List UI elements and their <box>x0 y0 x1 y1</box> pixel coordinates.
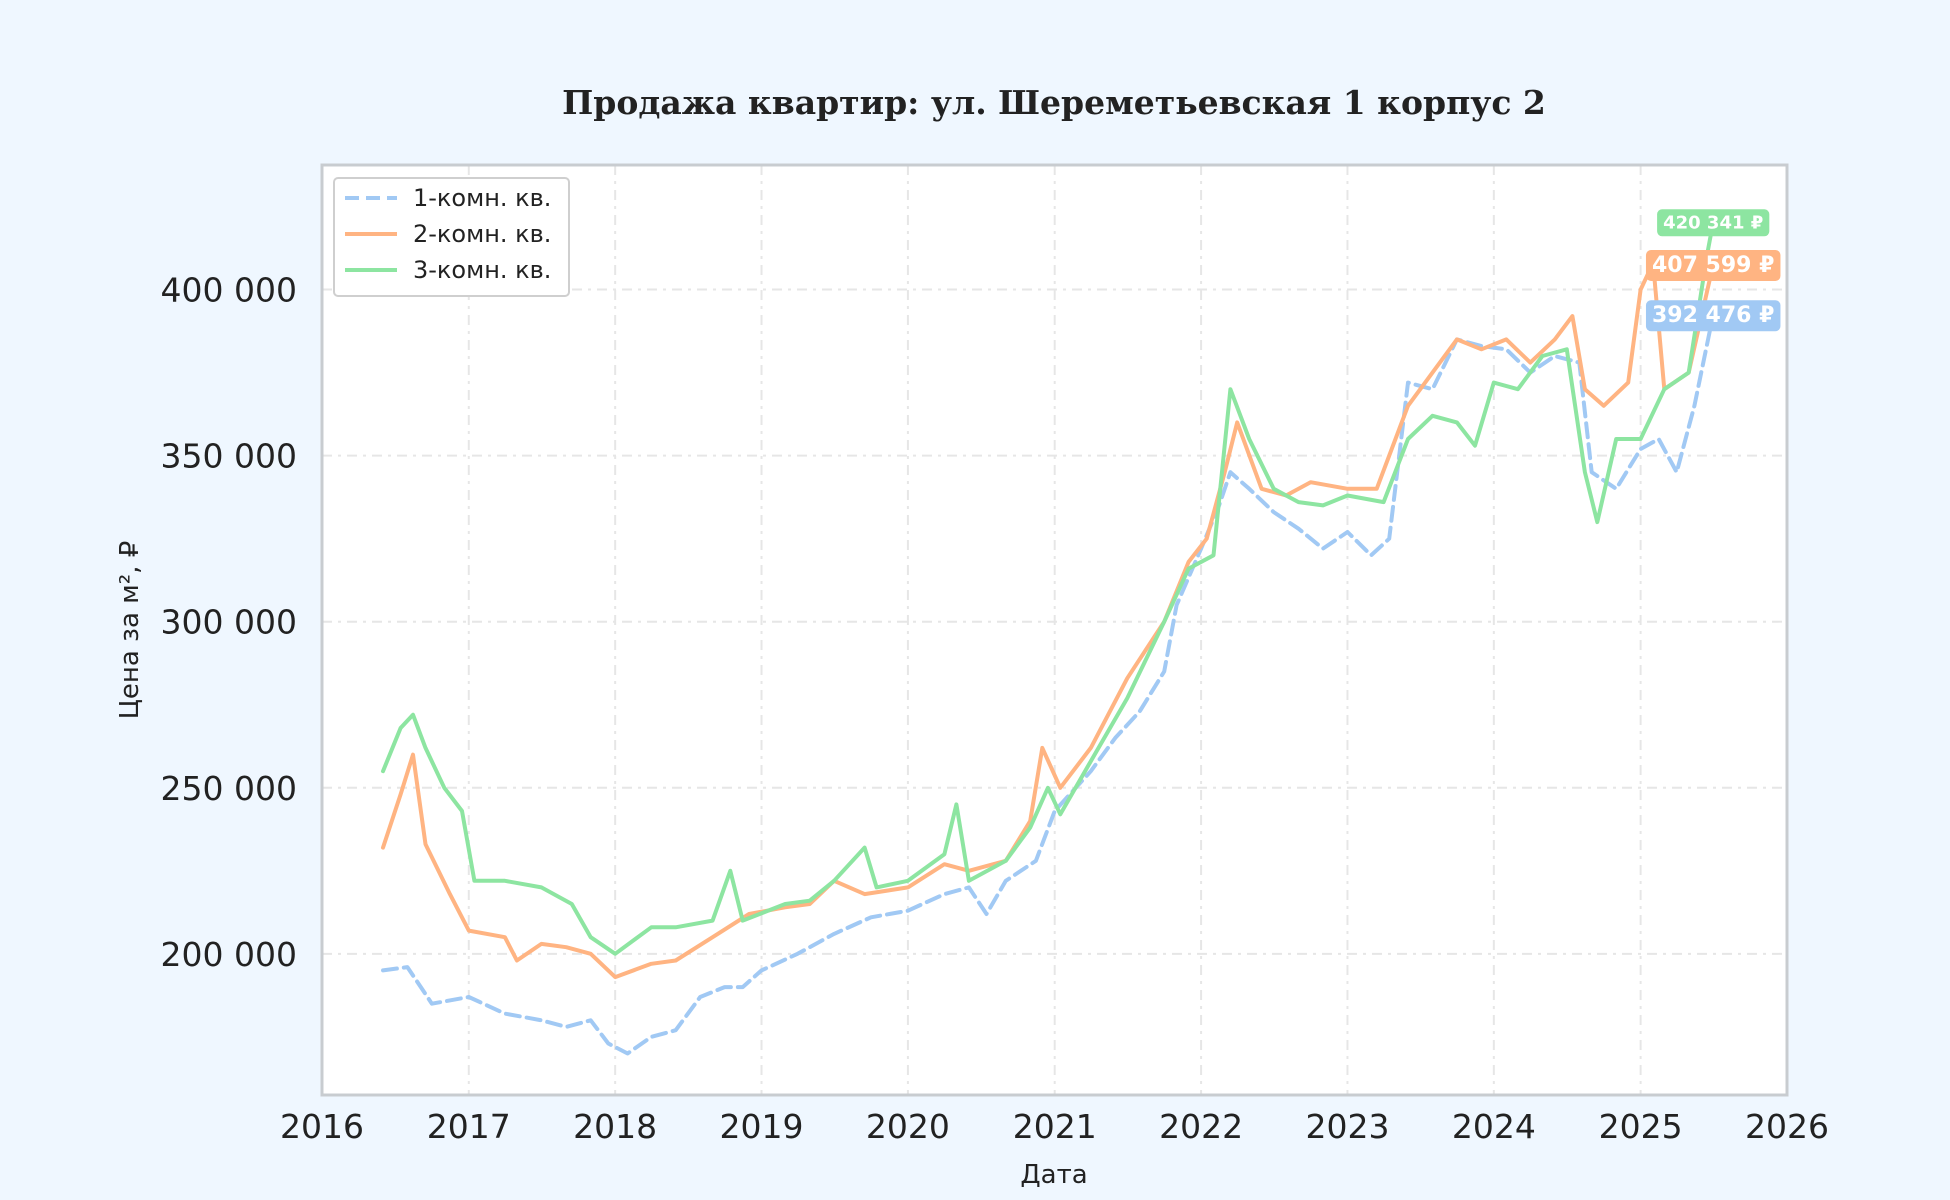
x-tick-label: 2024 <box>1452 1107 1536 1146</box>
y-tick-label: 250 000 <box>161 769 297 808</box>
series-line-1 <box>381 312 1716 1056</box>
x-tick-label: 2026 <box>1745 1107 1829 1146</box>
x-tick-label: 2025 <box>1599 1107 1683 1146</box>
value-badge-bg <box>1645 300 1781 332</box>
x-tick-label: 2017 <box>427 1107 511 1146</box>
value-badge-2: 407 599 ₽ <box>1645 250 1781 282</box>
value-badge-bg <box>1657 209 1770 237</box>
x-tick-label: 2023 <box>1305 1107 1389 1146</box>
series-line-3 <box>381 220 1716 956</box>
x-tick-label: 2020 <box>866 1107 950 1146</box>
x-tick-label: 2022 <box>1159 1107 1243 1146</box>
y-axis-label: Цена за м², ₽ <box>115 541 145 720</box>
plot-area <box>322 165 1787 1095</box>
legend: 1-комн. кв. 2-комн. кв. 3-комн. кв. <box>333 177 570 297</box>
plot-frame <box>320 163 1789 1097</box>
x-tick-label: 2018 <box>573 1107 657 1146</box>
value-badge-text: 407 599 ₽ <box>1652 253 1774 278</box>
legend-box <box>333 177 570 297</box>
y-axis-ticks: 200 000 250 000 300 000 350 000 400 000 <box>161 271 297 974</box>
x-axis-label: Дата <box>1020 1160 1087 1190</box>
value-badge-3: 420 341 ₽ <box>1657 209 1770 237</box>
x-tick-label: 2019 <box>720 1107 804 1146</box>
x-tick-label: 2021 <box>1013 1107 1097 1146</box>
y-tick-label: 200 000 <box>161 935 297 974</box>
y-tick-label: 300 000 <box>161 603 297 642</box>
x-axis-ticks: 2016 2017 2018 2019 2020 2021 2022 2023 2024 2025… <box>280 1107 1829 1146</box>
legend-label-3: 3-комн. кв. <box>413 256 551 284</box>
last-value-badges: 392 476 ₽ 407 599 ₽ 420 341 ₽ <box>1645 209 1781 332</box>
value-badge-bg <box>1645 250 1781 282</box>
y-tick-label: 400 000 <box>161 271 297 310</box>
series-line-2 <box>381 261 1716 980</box>
x-tick-label: 2016 <box>280 1107 364 1146</box>
series-lines <box>381 220 1716 1056</box>
legend-label-1: 1-комн. кв. <box>413 184 551 212</box>
legend-label-2: 2-комн. кв. <box>413 220 551 248</box>
y-tick-label: 350 000 <box>161 437 297 476</box>
value-badge-text: 420 341 ₽ <box>1663 212 1763 233</box>
value-badge-1: 392 476 ₽ <box>1645 300 1781 332</box>
chart-title: Продажа квартир: ул. Шереметьевская 1 ко… <box>562 83 1546 122</box>
value-badge-text: 392 476 ₽ <box>1652 303 1774 328</box>
